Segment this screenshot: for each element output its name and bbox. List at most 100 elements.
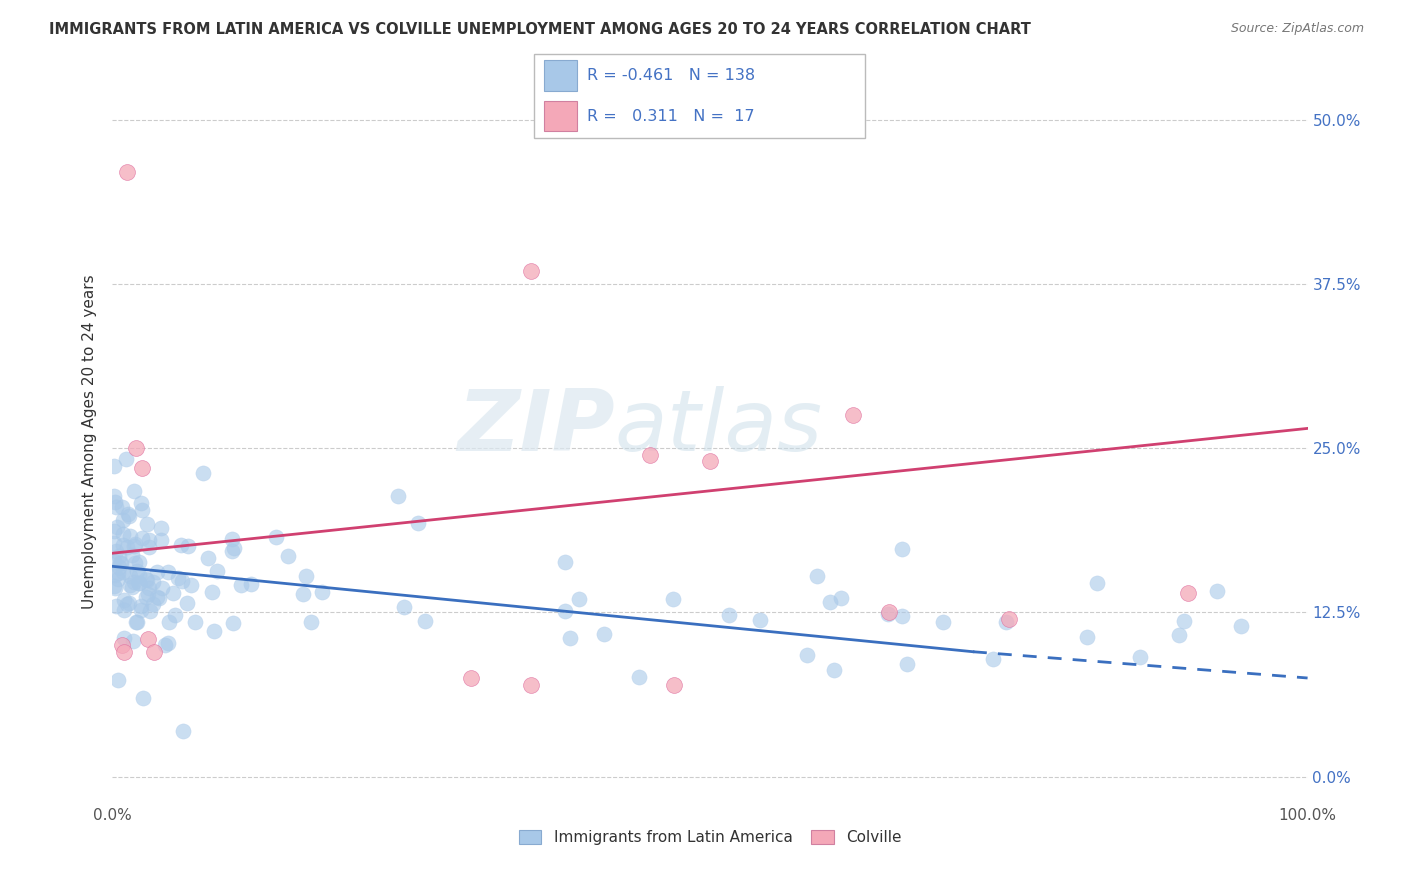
Point [1129,650,1152,665]
Point [998,612,1021,626]
Point [112,593,135,607]
Point [180,578,202,592]
Point [135,574,157,588]
Point [176,596,198,610]
Point [122,575,145,590]
Point [122,539,145,553]
Point [138,533,160,547]
Point [138,581,160,595]
Point [104,494,127,508]
Point [277,549,299,563]
Point [592,627,614,641]
Point [111,500,134,515]
Point [107,572,129,586]
Point [202,624,225,638]
Point [138,632,160,646]
Point [142,598,165,612]
Point [392,599,415,614]
Point [221,532,243,546]
Point [1230,619,1253,633]
Text: R = -0.461   N = 138: R = -0.461 N = 138 [588,68,755,83]
Point [117,597,139,611]
Point [291,587,314,601]
Point [117,508,139,522]
Point [717,608,740,623]
Point [177,539,200,553]
Point [699,454,721,468]
Point [121,549,143,563]
Point [122,484,145,499]
Point [664,677,686,691]
Point [981,652,1004,666]
Point [191,466,214,480]
Point [108,549,131,563]
Point [103,536,125,550]
Legend: Immigrants from Latin America, Colville: Immigrants from Latin America, Colville [510,822,910,853]
Point [205,565,228,579]
Point [118,568,141,582]
Point [231,578,253,592]
Point [104,568,127,582]
Point [1177,585,1199,599]
Point [222,615,245,630]
Point [111,638,134,652]
Point [628,669,651,683]
Point [520,677,543,691]
Point [139,603,162,617]
Point [131,460,153,475]
Point [110,556,132,570]
Point [128,575,150,590]
Point [105,544,128,558]
Point [162,585,184,599]
Point [568,592,591,607]
Point [150,581,173,595]
Point [153,638,176,652]
Point [128,576,150,591]
Point [896,657,918,672]
Point [156,635,179,649]
Point [112,602,135,616]
Point [311,585,333,599]
Point [105,599,128,613]
Point [112,526,135,541]
Point [406,516,429,531]
Point [145,565,167,579]
Point [150,520,173,534]
Text: IMMIGRANTS FROM LATIN AMERICA VS COLVILLE UNEMPLOYMENT AMONG AGES 20 TO 24 YEARS: IMMIGRANTS FROM LATIN AMERICA VS COLVILL… [49,22,1031,37]
Text: Source: ZipAtlas.com: Source: ZipAtlas.com [1230,22,1364,36]
Point [138,540,160,554]
Point [294,568,316,582]
Point [143,645,166,659]
Point [115,451,138,466]
Point [387,489,409,503]
Text: ZIP: ZIP [457,385,614,468]
Point [520,264,543,278]
Point [796,648,818,662]
Point [131,531,153,545]
Point [163,607,186,622]
Point [124,556,146,570]
Point [118,578,141,592]
Point [129,496,152,510]
Text: R =   0.311   N =  17: R = 0.311 N = 17 [588,109,755,124]
Point [166,571,188,585]
Point [115,165,138,179]
Point [222,541,245,555]
Point [1168,627,1191,641]
Point [932,615,955,629]
Point [877,607,900,621]
Point [103,489,125,503]
Point [114,645,135,659]
Point [125,441,148,455]
Point [124,537,146,551]
Point [134,591,156,605]
Point [146,591,169,605]
Y-axis label: Unemployment Among Ages 20 to 24 years: Unemployment Among Ages 20 to 24 years [82,274,97,609]
Point [129,603,152,617]
Point [640,448,662,462]
Point [128,555,150,569]
Point [107,673,129,687]
Point [148,591,170,605]
Point [1173,614,1195,628]
Point [890,541,912,556]
